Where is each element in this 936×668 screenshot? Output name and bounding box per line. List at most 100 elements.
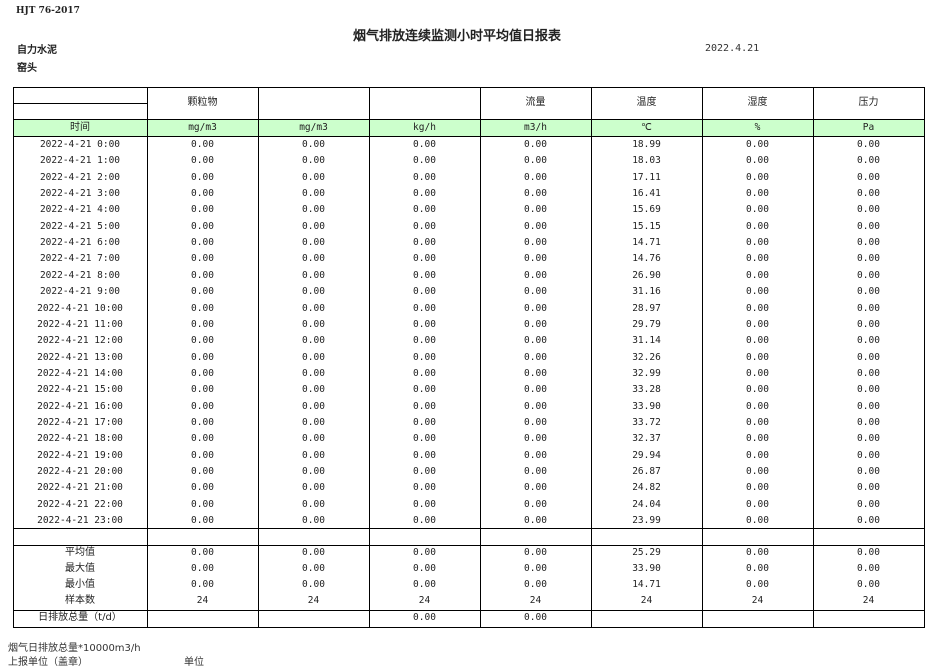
data-cell: 0.00 (302, 498, 325, 510)
row-time: 2022-4-21 21:00 (37, 482, 123, 494)
data-cell: 0.00 (413, 384, 436, 396)
table-rule (13, 610, 925, 611)
summary-cell: 24 (862, 594, 875, 606)
data-cell: 0.00 (302, 237, 325, 249)
data-cell: 14.76 (632, 253, 661, 265)
row-time: 2022-4-21 9:00 (39, 286, 121, 298)
column-header: 颗粒物 (187, 97, 218, 108)
data-cell: 0.00 (191, 498, 214, 510)
data-cell: 0.00 (191, 269, 214, 281)
data-cell: 0.00 (524, 335, 547, 347)
data-cell: 0.00 (302, 269, 325, 281)
summary-cell: 14.71 (632, 578, 661, 590)
data-cell: 29.79 (632, 318, 661, 330)
data-cell: 0.00 (191, 188, 214, 200)
data-cell: 0.00 (857, 433, 880, 445)
data-cell: 0.00 (857, 482, 880, 494)
row-time: 2022-4-21 11:00 (37, 318, 123, 330)
data-cell: 0.00 (857, 139, 880, 150)
row-time: 2022-4-21 4:00 (39, 204, 121, 216)
summary-label: 样本数 (65, 594, 95, 606)
data-cell: 0.00 (191, 400, 214, 412)
data-cell: 0.00 (191, 351, 214, 363)
data-cell: 0.00 (191, 367, 214, 379)
data-cell: 0.00 (302, 335, 325, 347)
summary-cell: 0.00 (302, 578, 325, 590)
data-cell: 0.00 (524, 269, 547, 281)
data-cell: 0.00 (524, 433, 547, 445)
table-rule (13, 103, 148, 104)
data-cell: 0.00 (857, 204, 880, 216)
table-rule (13, 528, 925, 529)
summary-cell (591, 610, 702, 626)
data-cell: 32.37 (632, 433, 661, 445)
data-cell: 0.00 (413, 286, 436, 298)
data-cell: 0.00 (191, 155, 214, 167)
data-cell: 0.00 (302, 253, 325, 265)
data-cell: 0.00 (524, 367, 547, 379)
data-cell: 0.00 (302, 384, 325, 396)
summary-cell: 0.00 (524, 578, 547, 590)
data-cell: 0.00 (524, 400, 547, 412)
data-cell: 0.00 (857, 318, 880, 330)
data-cell: 32.26 (632, 351, 661, 363)
data-cell: 33.28 (632, 384, 661, 396)
data-cell: 0.00 (857, 351, 880, 363)
summary-cell: 33.90 (632, 562, 661, 574)
data-cell: 0.00 (413, 139, 436, 150)
data-cell: 0.00 (746, 302, 769, 314)
data-cell: 0.00 (746, 237, 769, 249)
summary-cell: 0.00 (857, 546, 880, 558)
data-cell: 0.00 (857, 400, 880, 412)
data-cell: 0.00 (746, 204, 769, 216)
data-cell: 0.00 (413, 302, 436, 314)
summary-cell: 0.00 (302, 562, 325, 574)
data-cell: 0.00 (302, 220, 325, 232)
data-cell: 0.00 (746, 515, 769, 527)
data-cell: 0.00 (413, 433, 436, 445)
data-cell: 0.00 (413, 351, 436, 363)
data-cell: 0.00 (413, 269, 436, 281)
time-column-header: 时间 (70, 122, 90, 133)
data-cell: 14.71 (632, 237, 661, 249)
data-cell: 0.00 (191, 237, 214, 249)
data-cell: 24.04 (632, 498, 661, 510)
data-cell: 0.00 (413, 416, 436, 428)
data-cell: 18.99 (632, 139, 661, 150)
data-cell: 16.41 (632, 188, 661, 200)
data-cell: 0.00 (302, 482, 325, 494)
data-cell: 0.00 (524, 498, 547, 510)
row-time: 2022-4-21 1:00 (39, 155, 121, 167)
row-time: 2022-4-21 20:00 (37, 466, 123, 477)
summary-cell: 0.00 (746, 546, 769, 558)
row-time: 2022-4-21 19:00 (37, 449, 123, 461)
row-time: 2022-4-21 7:00 (39, 253, 121, 265)
data-cell: 0.00 (413, 449, 436, 461)
data-cell: 0.00 (524, 384, 547, 396)
data-cell: 0.00 (191, 171, 214, 183)
data-cell: 0.00 (746, 220, 769, 232)
data-cell: 0.00 (524, 155, 547, 167)
summary-cell (813, 610, 924, 626)
data-cell: 0.00 (413, 498, 436, 510)
column-header: 流量 (525, 97, 546, 108)
unit-row-background (13, 119, 924, 136)
data-cell: 0.00 (524, 416, 547, 428)
data-cell: 0.00 (746, 433, 769, 445)
data-cell: 0.00 (302, 204, 325, 216)
data-cell: 0.00 (413, 171, 436, 183)
row-time: 2022-4-21 10:00 (37, 302, 123, 314)
data-cell: 24.82 (632, 482, 661, 494)
unit-cell: Pa (862, 122, 875, 133)
data-cell: 0.00 (524, 220, 547, 232)
data-cell: 0.00 (302, 367, 325, 379)
data-cell: 0.00 (746, 286, 769, 298)
data-cell: 0.00 (191, 482, 214, 494)
data-cell: 0.00 (191, 449, 214, 461)
data-cell: 0.00 (524, 171, 547, 183)
data-cell: 0.00 (746, 416, 769, 428)
summary-cell: 0.00 (191, 546, 214, 558)
data-cell: 0.00 (302, 466, 325, 477)
data-cell: 0.00 (857, 155, 880, 167)
row-time: 2022-4-21 16:00 (37, 400, 123, 412)
